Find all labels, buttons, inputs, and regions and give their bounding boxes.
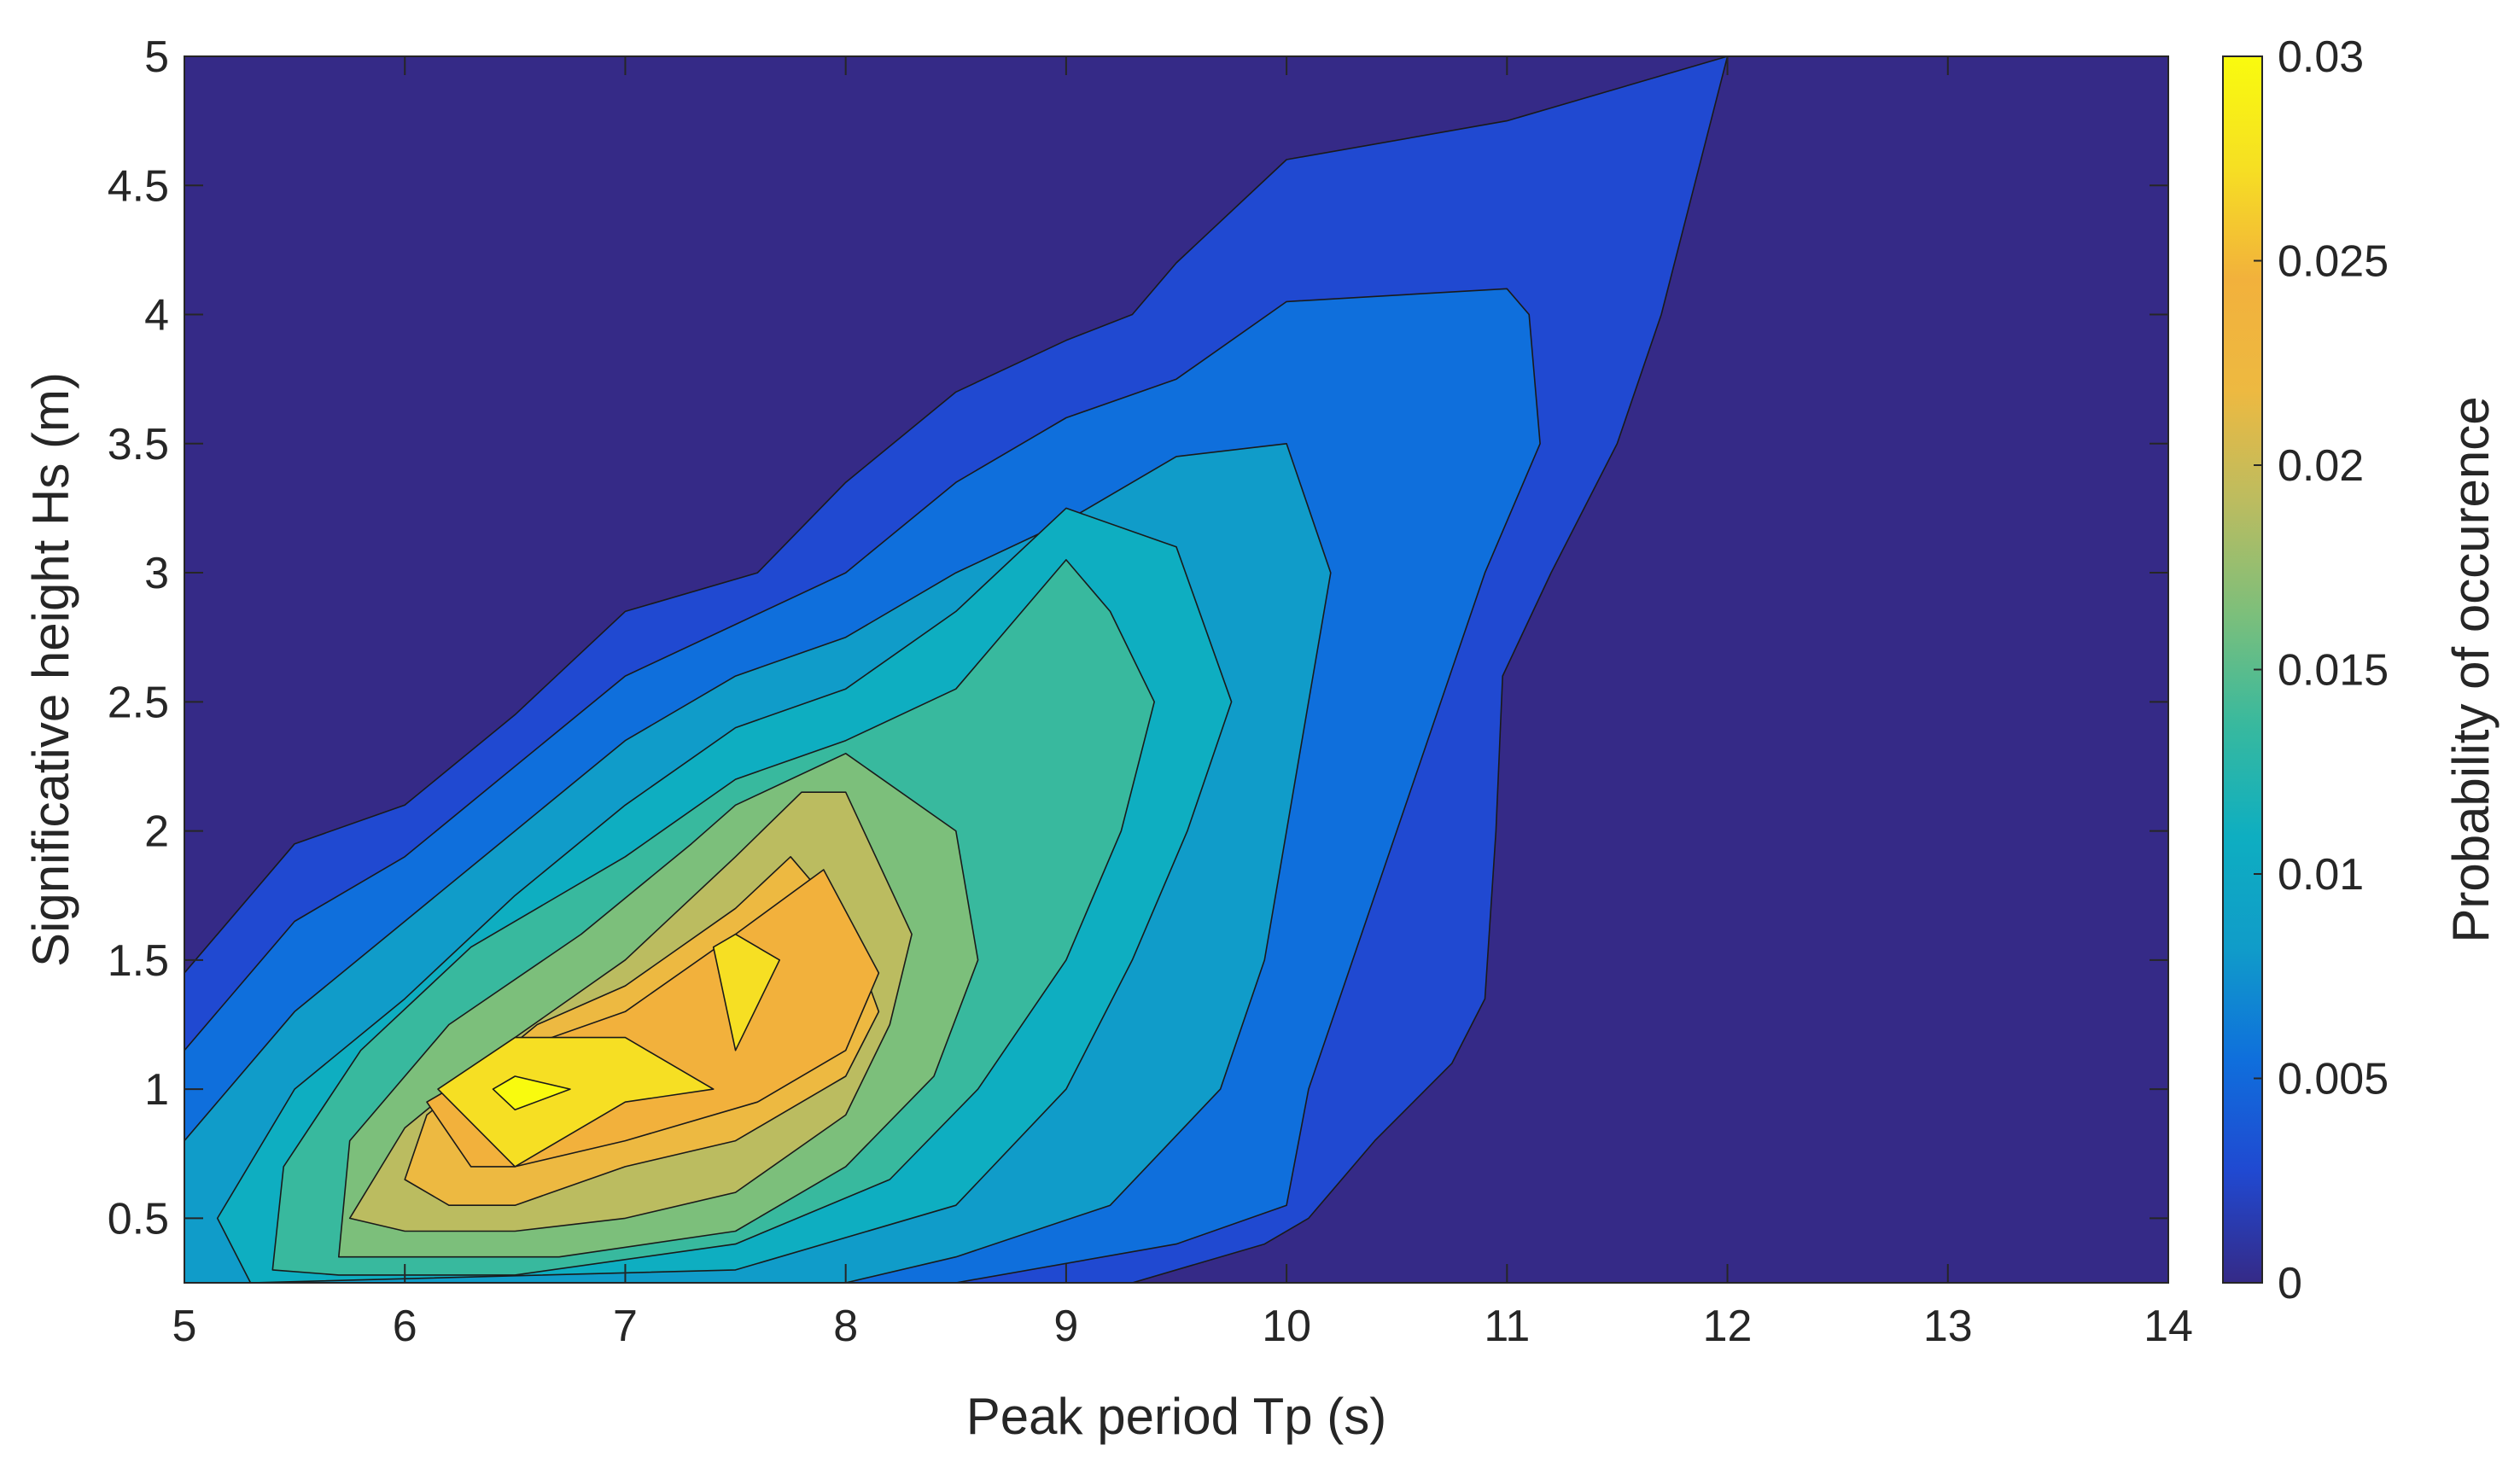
x-tick-label: 7 (613, 1302, 638, 1351)
y-tick-label: 5 (144, 32, 169, 82)
contour-region-10 (437, 1036, 715, 1168)
colorbar-tick-label: 0 (2278, 1259, 2302, 1308)
axes: 5 6 7 8 9 10 11 12 13 14 0.5 1 1.5 2 2.5 3 3.5 4 4.5 5 (108, 32, 2193, 1351)
x-tick-label: 5 (172, 1302, 197, 1351)
colorbar-tick-label: 0.005 (2278, 1055, 2389, 1104)
axes-box (184, 55, 2169, 1284)
colorbar-tick-label: 0.02 (2278, 441, 2364, 491)
y-tick-label: 3.5 (108, 420, 169, 469)
y-tick-label: 4 (144, 291, 169, 341)
x-tick-label: 10 (1262, 1302, 1311, 1351)
y-tick-label: 1 (144, 1065, 169, 1115)
colorbar-tick-label: 0.01 (2278, 850, 2364, 900)
colorbar: 0 0.005 0.01 0.015 0.02 0.025 0.03 (2222, 32, 2389, 1308)
contour-region-12 (492, 1075, 571, 1111)
colorbar-tick-label: 0.015 (2278, 646, 2389, 696)
y-tick-label: 3 (144, 549, 169, 598)
colorbar-tick-label: 0.025 (2278, 237, 2389, 287)
x-axis-title: Peak period Tp (s) (966, 1388, 1386, 1445)
y-tick-label: 0.5 (108, 1194, 169, 1244)
y-tick-label: 2 (144, 807, 169, 857)
y-tick-label: 4.5 (108, 161, 169, 211)
x-tick-label: 13 (1923, 1302, 1973, 1351)
y-axis-title: Significative height Hs (m) (22, 372, 79, 967)
contour-plot-area (184, 56, 2168, 1283)
x-tick-label: 8 (833, 1302, 858, 1351)
x-tick-label: 12 (1703, 1302, 1753, 1351)
x-tick-label: 9 (1053, 1302, 1078, 1351)
x-tick-label: 6 (393, 1302, 417, 1351)
y-tick-label: 1.5 (108, 936, 169, 986)
contour-region-11 (712, 933, 781, 1051)
colorbar-title: Probability of occurence (2442, 396, 2500, 942)
x-tick-label: 14 (2144, 1302, 2193, 1351)
y-tick-label: 2.5 (108, 678, 169, 727)
colorbar-tick-label: 0.03 (2278, 32, 2364, 82)
x-tick-label: 11 (1484, 1302, 1530, 1351)
